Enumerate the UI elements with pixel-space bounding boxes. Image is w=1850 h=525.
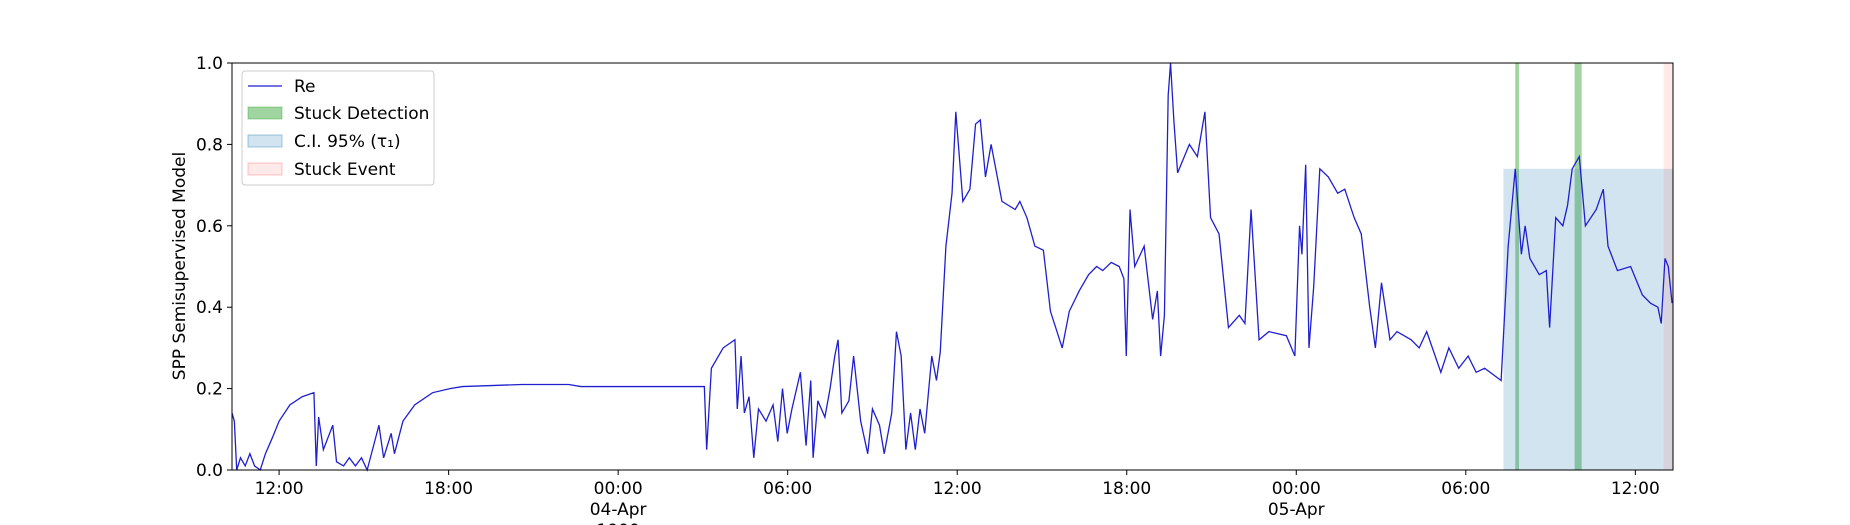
x-tick-label: 06:00 <box>763 479 812 499</box>
legend-patch <box>247 134 283 148</box>
x-tick-label: 12:00 <box>255 479 304 499</box>
axes-frame <box>231 62 1674 471</box>
legend-label: Stuck Event <box>294 160 396 180</box>
y-tick-label: 0.6 <box>196 217 223 237</box>
y-tick-label: 0.2 <box>196 380 223 400</box>
legend-patch <box>247 162 283 176</box>
y-tick-label: 0.0 <box>196 461 223 481</box>
x-tick-label: 12:00 <box>933 479 982 499</box>
x-tick-label: 00:00 05-Apr <box>1268 479 1325 520</box>
span <box>1515 63 1520 470</box>
y-tick-label: 0.8 <box>196 135 223 155</box>
legend-label: C.I. 95% (τ₁) <box>294 132 401 152</box>
span <box>1503 168 1673 470</box>
x-tick-label: 18:00 <box>1102 479 1151 499</box>
y-tick-label: 0.4 <box>196 298 223 318</box>
x-tick-label: 06:00 <box>1441 479 1490 499</box>
x-tick-label: 18:00 <box>424 479 473 499</box>
line <box>231 62 1673 472</box>
legend-label: Re <box>294 77 316 97</box>
x-tick-label: 12:00 <box>1611 479 1660 499</box>
legend-patch <box>247 106 283 120</box>
legend: Re Stuck Detection C.I. 95% (τ₁) Stuck Even… <box>241 70 435 186</box>
legend-box <box>241 70 435 186</box>
y-axis-label: SPP Semisupervised Model <box>170 152 190 380</box>
span <box>1574 63 1582 470</box>
y-tick-label: 1.0 <box>196 54 223 74</box>
legend-label: Stuck Detection <box>294 104 429 124</box>
